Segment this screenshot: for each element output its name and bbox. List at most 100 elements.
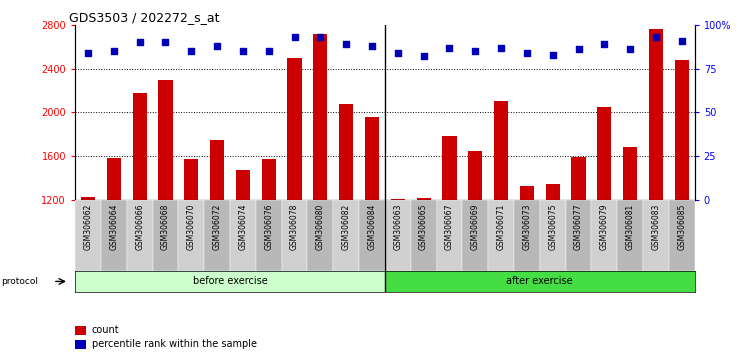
Bar [442, 137, 457, 200]
Point [263, 48, 275, 54]
Bar [597, 107, 611, 200]
Bar [623, 147, 638, 200]
Point [237, 48, 249, 54]
Bar [75, 326, 86, 335]
FancyBboxPatch shape [463, 200, 488, 271]
Text: GSM306080: GSM306080 [316, 204, 325, 250]
Point [495, 45, 507, 50]
Text: GSM306074: GSM306074 [238, 204, 247, 250]
Text: GSM306077: GSM306077 [574, 204, 583, 250]
Text: GSM306076: GSM306076 [264, 204, 273, 250]
Bar [391, 199, 405, 200]
Point [288, 34, 300, 40]
Bar [572, 157, 586, 200]
Bar [313, 34, 327, 200]
Text: GSM306084: GSM306084 [367, 204, 376, 250]
Text: GSM306073: GSM306073 [523, 204, 532, 250]
Text: after exercise: after exercise [506, 276, 573, 286]
FancyBboxPatch shape [204, 200, 230, 271]
Bar [158, 80, 173, 200]
Text: GSM306078: GSM306078 [290, 204, 299, 250]
Point [185, 48, 198, 54]
Text: GSM306069: GSM306069 [471, 204, 480, 250]
Bar [107, 158, 121, 200]
Text: GSM306070: GSM306070 [187, 204, 196, 250]
Point [572, 46, 584, 52]
Text: GSM306072: GSM306072 [213, 204, 222, 250]
Point [676, 38, 688, 44]
Bar [649, 29, 663, 200]
FancyBboxPatch shape [256, 200, 282, 271]
FancyBboxPatch shape [152, 200, 179, 271]
FancyBboxPatch shape [127, 200, 152, 271]
Text: before exercise: before exercise [192, 276, 267, 286]
FancyBboxPatch shape [101, 200, 127, 271]
Text: GSM306062: GSM306062 [83, 204, 92, 250]
FancyBboxPatch shape [411, 200, 436, 271]
Point [366, 43, 378, 48]
Bar [132, 93, 146, 200]
Point [82, 50, 94, 56]
Text: GSM306071: GSM306071 [496, 204, 505, 250]
Text: GSM306081: GSM306081 [626, 204, 635, 250]
Bar [520, 186, 534, 200]
Point [211, 43, 223, 48]
Point [469, 48, 481, 54]
Bar [468, 151, 482, 200]
FancyBboxPatch shape [669, 200, 695, 271]
FancyBboxPatch shape [230, 200, 256, 271]
FancyBboxPatch shape [75, 200, 101, 271]
Point [443, 45, 455, 50]
Text: percentile rank within the sample: percentile rank within the sample [92, 339, 257, 349]
FancyBboxPatch shape [333, 200, 359, 271]
Bar [75, 340, 86, 349]
Point [547, 52, 559, 57]
FancyBboxPatch shape [566, 200, 592, 271]
FancyBboxPatch shape [488, 200, 514, 271]
Text: GSM306068: GSM306068 [161, 204, 170, 250]
Text: GSM306083: GSM306083 [651, 204, 660, 250]
FancyBboxPatch shape [436, 200, 463, 271]
Text: GSM306079: GSM306079 [600, 204, 609, 250]
Bar [494, 102, 508, 200]
FancyBboxPatch shape [540, 200, 566, 271]
Bar [261, 160, 276, 200]
Bar [417, 198, 431, 200]
Text: GSM306066: GSM306066 [135, 204, 144, 250]
Point [624, 46, 636, 52]
Point [418, 53, 430, 59]
Point [159, 40, 171, 45]
Bar [81, 197, 95, 200]
Point [650, 34, 662, 40]
FancyBboxPatch shape [307, 200, 333, 271]
Bar [210, 140, 225, 200]
Bar [545, 184, 559, 200]
FancyBboxPatch shape [179, 200, 204, 271]
Point [340, 41, 352, 47]
FancyBboxPatch shape [592, 200, 617, 271]
FancyBboxPatch shape [385, 271, 695, 292]
FancyBboxPatch shape [359, 200, 385, 271]
Bar [674, 60, 689, 200]
Point [134, 40, 146, 45]
FancyBboxPatch shape [385, 200, 411, 271]
Text: GSM306063: GSM306063 [394, 204, 403, 250]
Text: GSM306067: GSM306067 [445, 204, 454, 250]
Point [108, 48, 120, 54]
Text: GDS3503 / 202272_s_at: GDS3503 / 202272_s_at [69, 11, 219, 24]
Point [392, 50, 404, 56]
FancyBboxPatch shape [643, 200, 669, 271]
Bar [365, 117, 379, 200]
Text: GSM306085: GSM306085 [677, 204, 686, 250]
Text: GSM306082: GSM306082 [342, 204, 351, 250]
Text: protocol: protocol [1, 277, 38, 286]
FancyBboxPatch shape [617, 200, 643, 271]
Text: count: count [92, 325, 119, 335]
Bar [339, 104, 353, 200]
Text: GSM306064: GSM306064 [110, 204, 119, 250]
Bar [288, 58, 302, 200]
Point [315, 34, 327, 40]
Point [599, 41, 611, 47]
Point [521, 50, 533, 56]
FancyBboxPatch shape [282, 200, 307, 271]
